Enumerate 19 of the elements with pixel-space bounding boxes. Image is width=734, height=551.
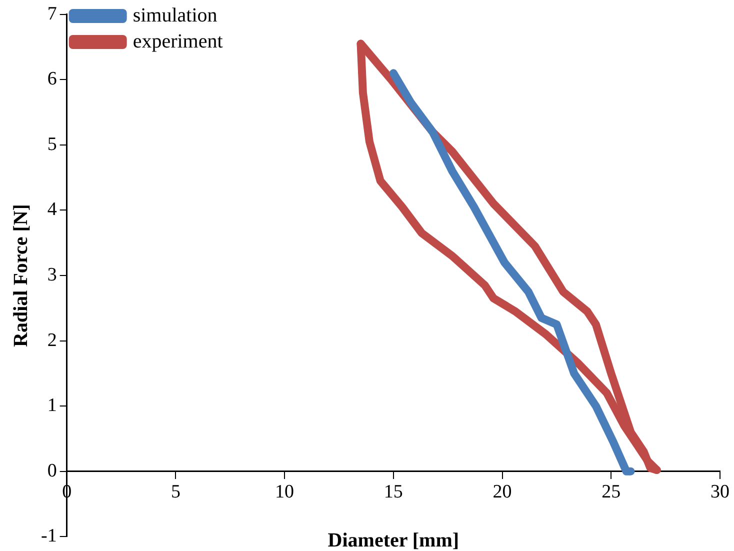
legend-label: experiment: [132, 30, 224, 52]
y-tick-label: 2: [47, 330, 57, 351]
x-tick-label: 20: [492, 482, 512, 503]
y-tick-label: 7: [47, 3, 57, 24]
x-tick-label: 15: [384, 482, 403, 503]
y-tick-label: 6: [47, 68, 57, 90]
y-axis-title: Radial Force [N]: [10, 204, 32, 347]
x-tick-label: 10: [275, 482, 294, 503]
y-tick-label: 1: [47, 395, 57, 416]
y-tick-label: -1: [41, 526, 57, 547]
legend-label: simulation: [132, 4, 218, 26]
x-tick-label: 5: [170, 482, 180, 503]
x-tick-label: 30: [710, 482, 730, 503]
y-tick-label: 3: [47, 264, 57, 286]
y-tick-label: 4: [47, 199, 58, 220]
y-tick-label: 0: [47, 460, 57, 482]
x-tick-label: 25: [602, 482, 621, 503]
x-axis-title: Diameter [mm]: [328, 529, 460, 551]
y-tick-label: 5: [47, 134, 57, 155]
